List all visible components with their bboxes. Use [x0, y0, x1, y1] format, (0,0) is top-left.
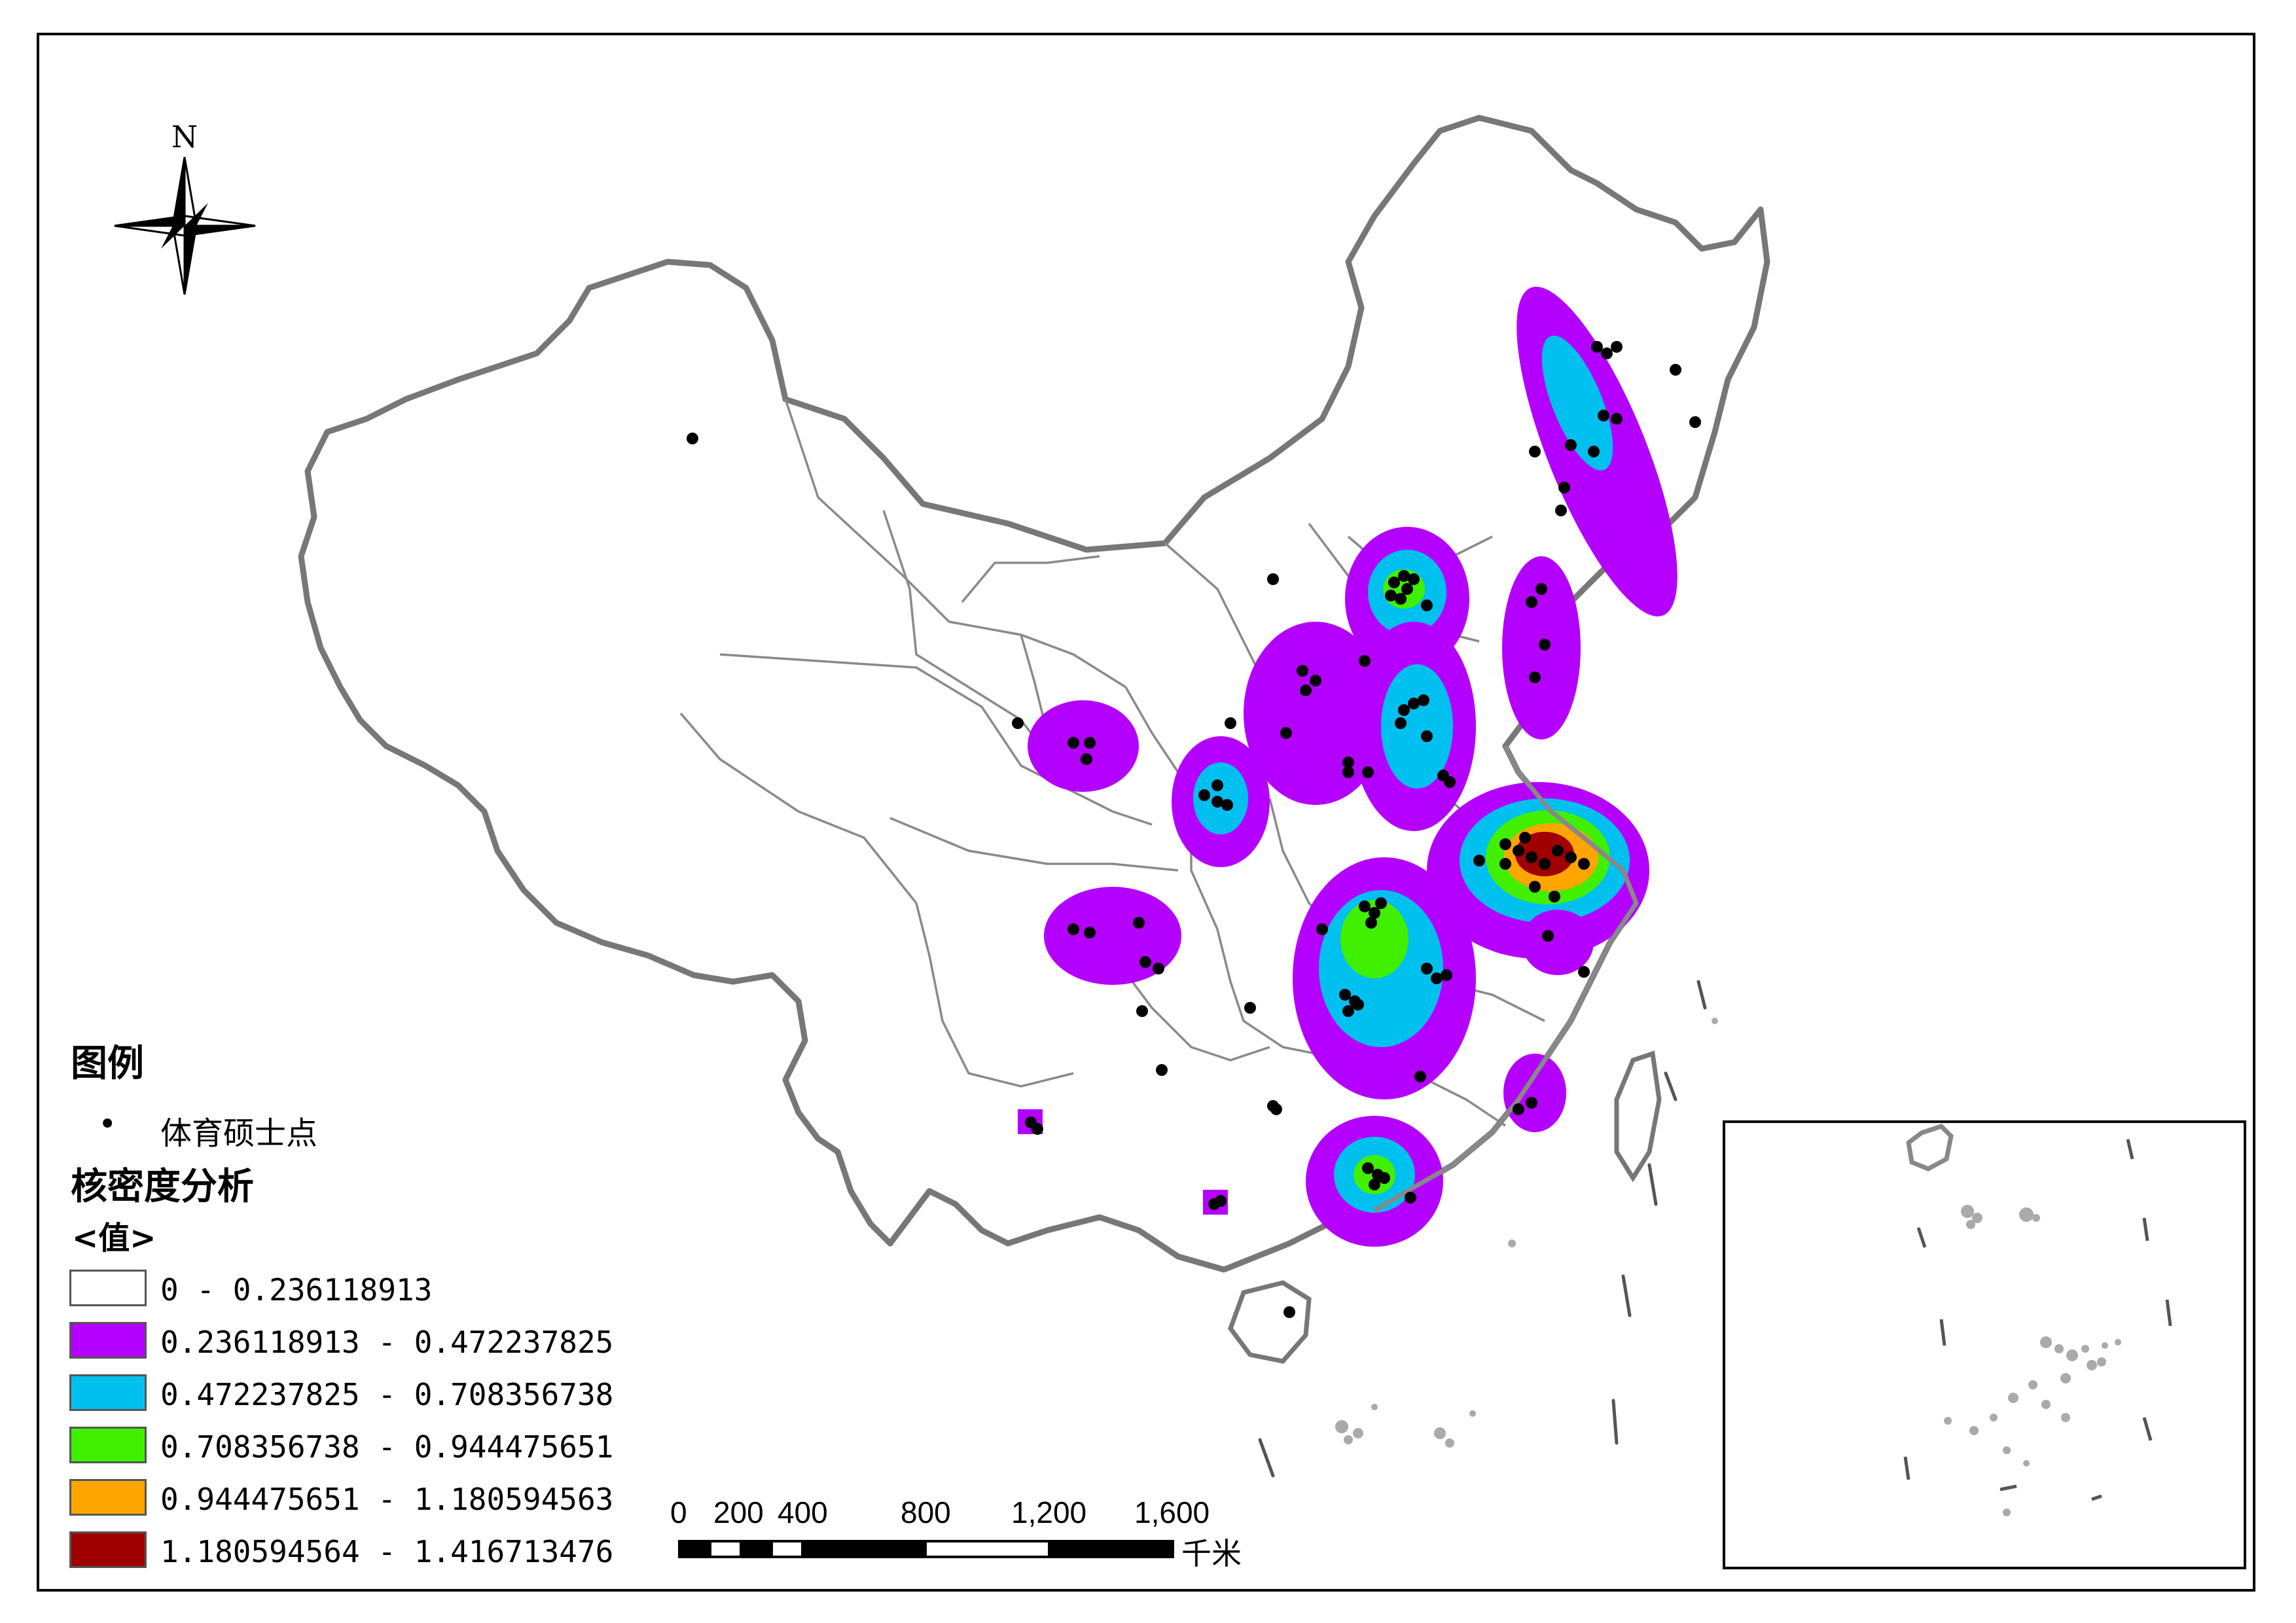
legend-point-label: 体育硕士点 — [160, 1115, 318, 1152]
map-frame — [37, 33, 2255, 1592]
south-sea-dashes — [1258, 980, 1707, 1478]
legend-swatch — [69, 1270, 147, 1306]
legend-density-title: 核密度分析 — [71, 1166, 254, 1208]
legend-swatch — [69, 1322, 147, 1359]
legend-swatch — [69, 1374, 147, 1411]
south-sea-islands — [1335, 1018, 1718, 1448]
scale-tick-label: 1,600 — [1134, 1495, 1210, 1529]
legend-class-label: 0 - 0.236118913 — [160, 1272, 433, 1308]
master-sites — [687, 341, 1701, 1318]
inset-map — [1723, 1120, 2246, 1569]
legend-point-icon: • — [98, 1106, 117, 1143]
east-coastline — [1373, 745, 1639, 1213]
north-label: N — [171, 119, 198, 154]
scale-bar — [678, 1540, 1174, 1558]
inset-islands — [1944, 1205, 2121, 1516]
legend-swatch — [69, 1479, 147, 1516]
scale-tick-label: 0 — [670, 1495, 687, 1529]
north-arrow-icon — [114, 156, 256, 295]
legend-class-label: 0.472237825 - 0.708356738 — [160, 1377, 614, 1412]
legend-class-label: 1.180594564 - 1.416713476 — [160, 1534, 614, 1569]
legend-class-label: 0.944475651 - 1.180594563 — [160, 1482, 614, 1517]
legend-swatch — [69, 1531, 147, 1568]
legend-swatch — [69, 1427, 147, 1463]
legend-class-label: 0.708356738 - 0.944475651 — [160, 1429, 614, 1465]
legend-value-header: <值> — [72, 1220, 156, 1257]
scale-tick-label: 1,200 — [1011, 1495, 1087, 1529]
hainan-island — [1228, 1280, 1312, 1364]
inset-canvas — [1903, 1123, 2172, 1516]
scale-tick-label: 400 — [778, 1495, 828, 1529]
legend-class-label: 0.236118913 - 0.472237825 — [160, 1325, 614, 1360]
scale-tick-label: 800 — [901, 1495, 951, 1529]
legend-title: 图例 — [71, 1043, 144, 1085]
inset-hainan — [1906, 1123, 1954, 1171]
scale-tick-label: 200 — [713, 1495, 764, 1529]
taiwan-island — [1614, 1050, 1662, 1183]
scale-unit: 千米 — [1181, 1536, 1242, 1571]
inset-dashes — [1903, 1139, 2172, 1501]
